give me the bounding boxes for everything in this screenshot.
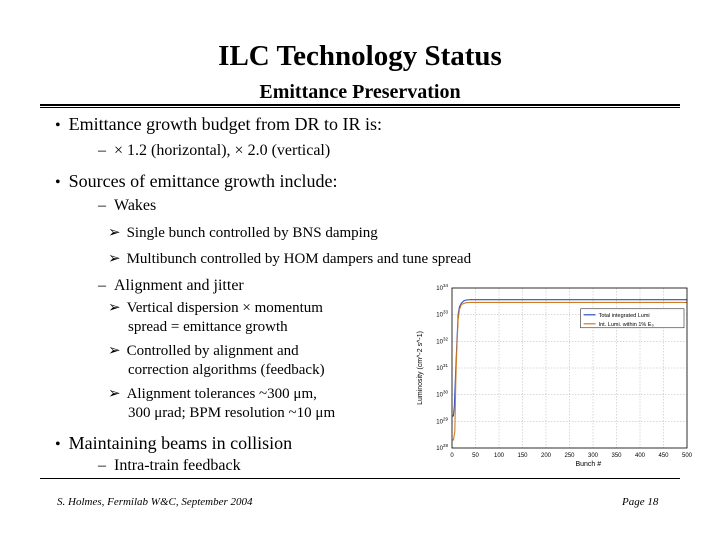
footer-credit: S. Holmes, Fermilab W&C, September 2004	[57, 496, 253, 508]
x-tick-label: 150	[517, 453, 528, 459]
plot-frame	[451, 287, 688, 449]
y-tick-exponent: 34	[443, 283, 449, 288]
sub-bullet-budget: – × 1.2 (horizontal), × 2.0 (vertical)	[98, 142, 330, 160]
y-tick-exponent: 31	[443, 363, 449, 368]
x-axis-label: Bunch #	[575, 461, 601, 468]
arrow-icon: ➢	[108, 386, 121, 402]
slide-title: ILC Technology Status	[218, 40, 502, 72]
arrow-icon: ➢	[108, 225, 121, 241]
align-item-3: ➢ Alignment tolerances ~300 μm,	[108, 384, 317, 403]
series-line	[452, 301, 687, 441]
sub-bullet-text: × 1.2 (horizontal), × 2.0 (vertical)	[114, 142, 331, 159]
y-tick-label: 1034	[436, 283, 448, 292]
bullet-collision: • Maintaining beams in collision	[55, 433, 292, 454]
legend-label: Int. Lumi. within 1% E₀	[599, 322, 654, 328]
x-tick-label: 300	[588, 453, 599, 459]
item-text: Alignment tolerances ~300 μm,	[126, 386, 317, 402]
y-tick-label: 1031	[436, 363, 448, 372]
sub-bullet-alignment: – Alignment and jitter	[98, 277, 244, 295]
y-tick-exponent: 30	[443, 390, 449, 395]
bullet-sources: • Sources of emittance growth include:	[55, 171, 338, 192]
y-tick-label: 1033	[436, 310, 448, 319]
x-tick-label: 450	[658, 453, 669, 459]
y-tick-exponent: 32	[443, 336, 449, 341]
arrow-icon: ➢	[108, 343, 121, 359]
bullet-dot-icon: •	[55, 174, 61, 191]
bullet-text: Emittance growth budget from DR to IR is…	[68, 114, 383, 134]
title-rule	[40, 104, 680, 106]
sub-bullet-feedback: – Intra-train feedback	[98, 457, 241, 475]
luminosity-chart: 0 50 100 150 200 250 300 350 400 450 500 1028 1029 10…	[417, 283, 693, 468]
wakes-item-1: ➢ Single bunch controlled by BNS damping	[108, 223, 378, 242]
bullet-dot-icon: •	[55, 117, 61, 134]
x-tick-label: 50	[472, 453, 479, 459]
align-item-1: ➢ Vertical dispersion × momentum	[108, 298, 323, 317]
chart-ticks: 0 50 100 150 200 250 300 350 400 450 500 1028 1029 10…	[436, 283, 692, 459]
chart-legend: Total integrated Lumi Int. Lumi. within 1…	[580, 308, 685, 329]
legend-box	[580, 308, 685, 329]
y-tick-exponent: 28	[443, 443, 449, 448]
slide-subtitle: Emittance Preservation	[259, 81, 461, 103]
sub-bullet-text: Intra-train feedback	[114, 457, 241, 474]
x-tick-label: 100	[494, 453, 505, 459]
bullet-text: Maintaining beams in collision	[68, 433, 293, 453]
y-tick-label: 1032	[436, 336, 448, 345]
arrow-icon: ➢	[108, 300, 121, 316]
x-tick-label: 500	[682, 453, 693, 459]
align-item-2: ➢ Controlled by alignment and	[108, 341, 299, 360]
bullet-dot-icon: •	[55, 436, 61, 453]
legend-label: Total integrated Lumi	[599, 313, 650, 319]
y-tick-exponent: 33	[443, 310, 449, 315]
dash-icon: –	[98, 277, 106, 294]
dash-icon: –	[98, 197, 106, 214]
wakes-item-2: ➢ Multibunch controlled by HOM dampers an…	[108, 249, 471, 268]
bullet-budget: • Emittance growth budget from DR to IR i…	[55, 114, 382, 135]
sub-bullet-text: Wakes	[114, 197, 157, 214]
sub-bullet-text: Alignment and jitter	[114, 277, 244, 294]
y-tick-label: 1030	[436, 390, 448, 399]
y-tick-exponent: 29	[443, 416, 449, 421]
item-text: Multibunch controlled by HOM dampers and…	[126, 251, 472, 267]
x-tick-label: 200	[541, 453, 552, 459]
y-tick-label: 1029	[436, 416, 448, 425]
y-axis-label: Luminosity (cm^-2 s^-1)	[417, 331, 424, 405]
item-text: Single bunch controlled by BNS damping	[126, 225, 378, 241]
dash-icon: –	[98, 142, 106, 159]
item-text: Vertical dispersion × momentum	[126, 300, 323, 316]
title-rule-thin	[40, 107, 680, 108]
chart-series-group	[452, 299, 687, 441]
x-tick-label: 350	[611, 453, 622, 459]
dash-icon: –	[98, 457, 106, 474]
align-item-1-cont: spread = emittance growth	[128, 319, 288, 335]
bullet-text: Sources of emittance growth include:	[68, 171, 338, 191]
align-item-3-cont: 300 μrad; BPM resolution ~10 μm	[128, 405, 336, 421]
footer-rule	[40, 478, 680, 479]
x-tick-label: 0	[450, 453, 454, 459]
page-number: Page 18	[622, 496, 659, 508]
sub-bullet-wakes: – Wakes	[98, 197, 156, 215]
arrow-icon: ➢	[108, 251, 121, 267]
y-tick-label: 1028	[436, 443, 448, 452]
x-tick-label: 250	[564, 453, 575, 459]
align-item-2-cont: correction algorithms (feedback)	[128, 362, 325, 378]
item-text: Controlled by alignment and	[126, 343, 299, 359]
x-tick-label: 400	[635, 453, 646, 459]
